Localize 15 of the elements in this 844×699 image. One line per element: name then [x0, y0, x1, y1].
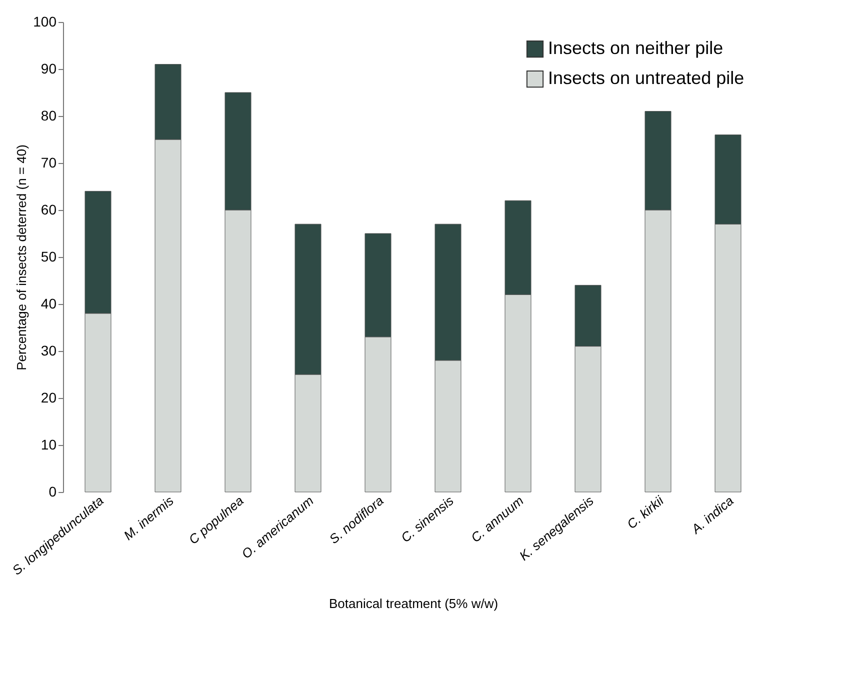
y-tick-label: 70 [40, 154, 57, 170]
y-tick-label: 100 [33, 14, 57, 30]
y-tick-label: 50 [40, 248, 57, 264]
y-tick-label: 30 [40, 342, 57, 358]
legend-label: Insects on neither pile [548, 38, 724, 58]
y-tick-label: 80 [40, 108, 57, 124]
y-tick-label: 60 [40, 202, 57, 218]
y-tick-label: 20 [40, 390, 57, 406]
x-axis-title: Botanical treatment (5% w/w) [328, 596, 498, 611]
y-axis-title: Percentage of insects deterred (n = 40) [14, 144, 30, 370]
y-tick-label: 0 [48, 484, 57, 500]
legend-label: Insects on untreated pile [548, 68, 744, 88]
y-tick-label: 90 [40, 60, 57, 76]
y-tick-label: 40 [40, 296, 57, 312]
y-tick-label: 10 [40, 436, 57, 452]
